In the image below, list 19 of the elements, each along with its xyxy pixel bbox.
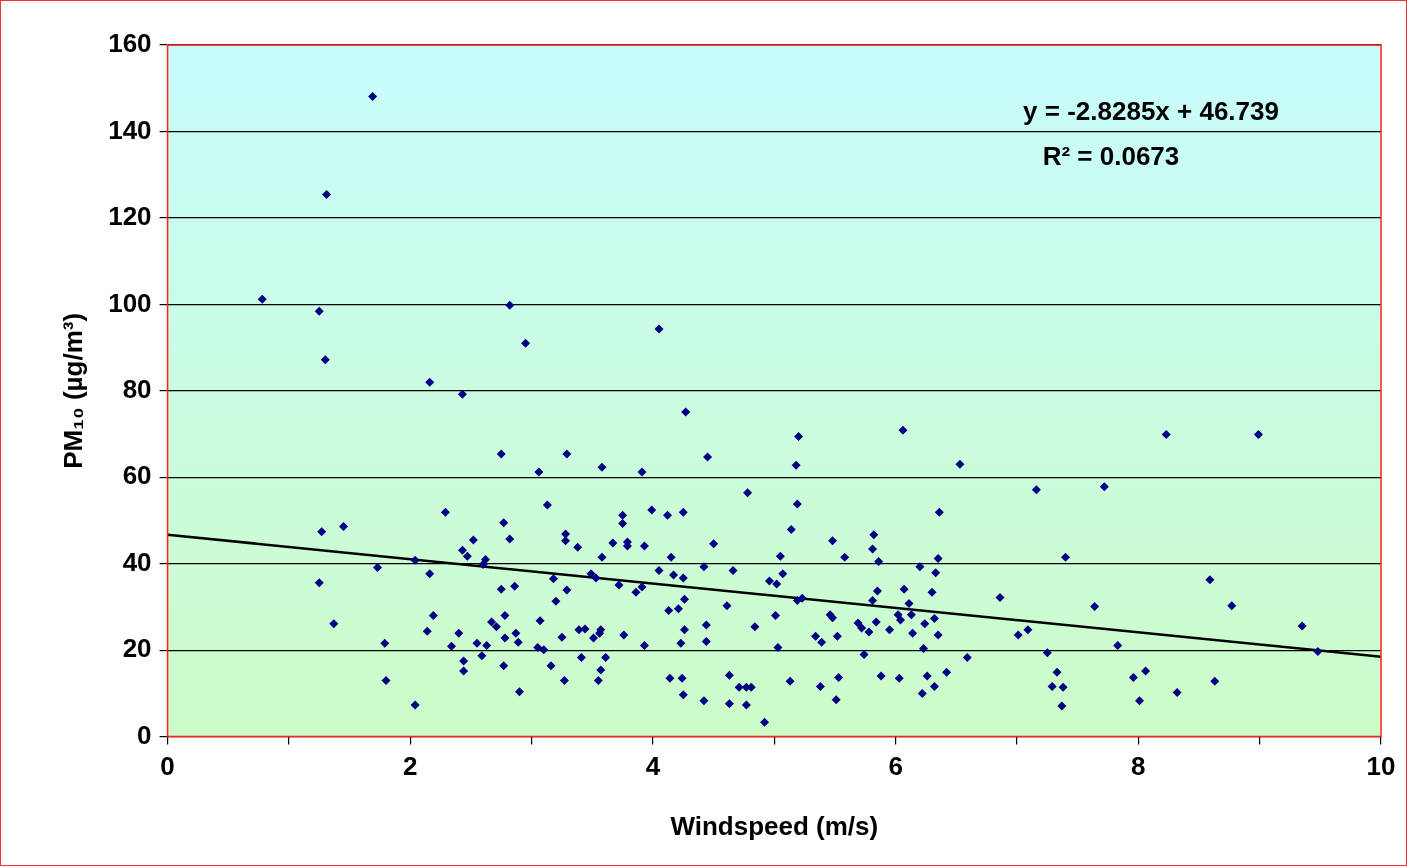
y-tick-label: 40 (122, 546, 152, 577)
x-tick-label: 10 (1366, 751, 1396, 782)
x-tick-label: 0 (160, 751, 175, 782)
x-tick-label: 6 (888, 751, 903, 782)
x-tick-label: 4 (645, 751, 661, 782)
y-tick-label: 100 (108, 287, 152, 318)
annotation: R² = 0.0673 (1042, 141, 1180, 172)
y-tick-label: 160 (108, 28, 152, 59)
y-tick-label: 0 (137, 719, 152, 750)
annotation: y = -2.8285x + 46.739 (1023, 96, 1279, 127)
x-tick-label: 2 (403, 751, 418, 782)
y-tick-label: 60 (122, 460, 152, 491)
y-tick-label: 140 (108, 114, 152, 145)
y-tick-label: 20 (122, 633, 152, 664)
y-axis-title: PM₁₀ (µg/m³) (57, 312, 88, 469)
x-axis-title: Windspeed (m/s) (670, 810, 879, 841)
x-tick-label: 8 (1131, 751, 1146, 782)
y-tick-label: 80 (122, 373, 152, 404)
y-tick-label: 120 (108, 201, 152, 232)
